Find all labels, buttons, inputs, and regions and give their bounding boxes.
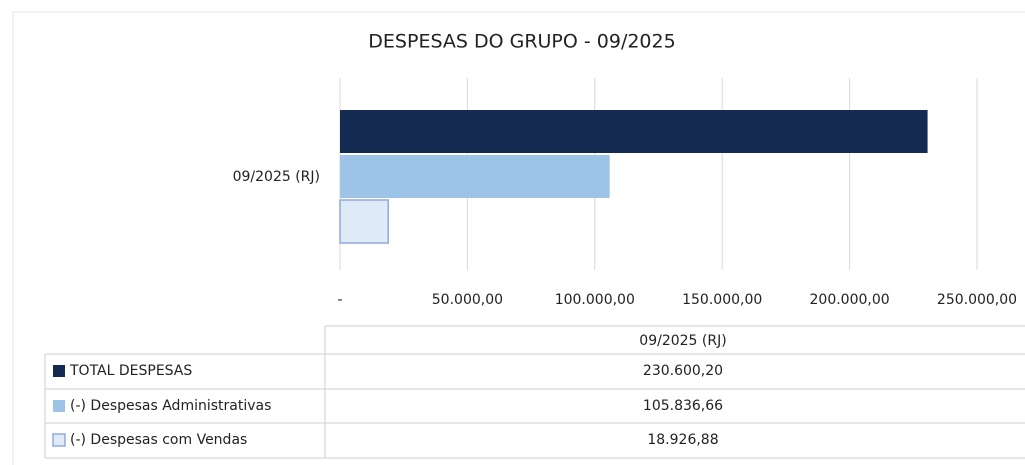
category-label: 09/2025 (RJ) — [233, 169, 320, 185]
x-tick-label: 100.000,00 — [555, 292, 635, 308]
legend-label: TOTAL DESPESAS — [69, 363, 192, 379]
x-tick-label: 200.000,00 — [810, 292, 890, 308]
legend-swatch — [53, 365, 65, 377]
legend-label: (-) Despesas Administrativas — [70, 398, 271, 414]
bar — [340, 155, 610, 198]
table-header: 09/2025 (RJ) — [639, 333, 726, 349]
legend-label: (-) Despesas com Vendas — [70, 432, 247, 448]
x-tick-label: 250.000,00 — [937, 292, 1017, 308]
table-value: 105.836,66 — [643, 398, 723, 414]
table-value: 18.926,88 — [647, 432, 718, 448]
table-value: 230.600,20 — [643, 363, 723, 379]
chart-title: DESPESAS DO GRUPO - 09/2025 — [368, 31, 675, 53]
legend-swatch — [52, 433, 66, 447]
x-tick-label: - — [337, 292, 342, 308]
data-table — [44, 325, 1025, 459]
bar — [340, 110, 928, 153]
x-tick-label: 50.000,00 — [432, 292, 503, 308]
x-tick-label: 150.000,00 — [682, 292, 762, 308]
bar — [339, 199, 389, 244]
legend-swatch — [53, 400, 65, 412]
